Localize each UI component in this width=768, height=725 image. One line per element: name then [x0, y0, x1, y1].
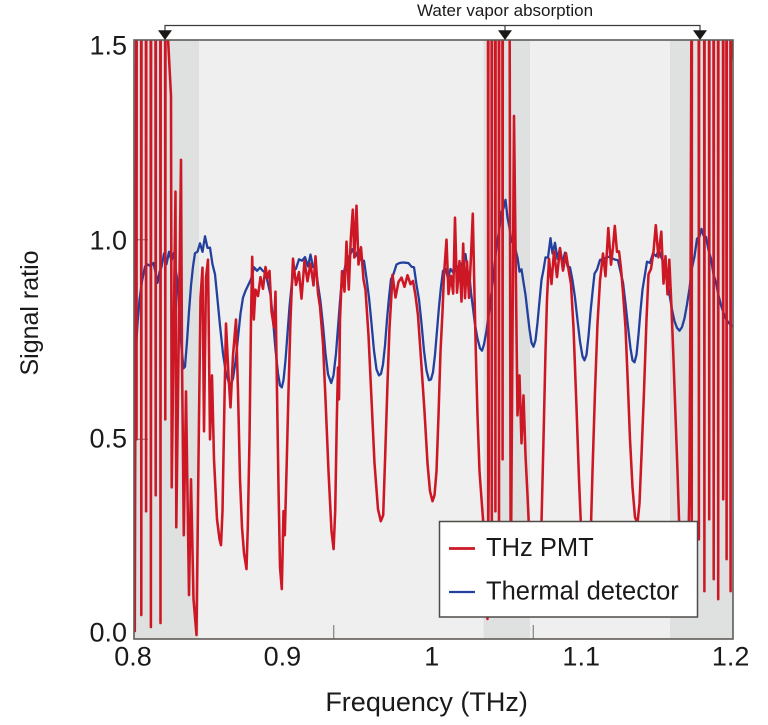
svg-text:0.5: 0.5: [89, 424, 127, 454]
svg-text:0.9: 0.9: [264, 642, 302, 672]
svg-text:1.5: 1.5: [89, 31, 127, 61]
svg-text:1: 1: [424, 642, 439, 672]
svg-text:Signal ratio: Signal ratio: [16, 250, 44, 375]
svg-text:Thermal detector: Thermal detector: [486, 578, 679, 606]
svg-text:0.8: 0.8: [114, 642, 152, 672]
svg-text:Water vapor absorption: Water vapor absorption: [417, 1, 593, 20]
svg-text:1.2: 1.2: [712, 642, 750, 672]
svg-text:THz PMT: THz PMT: [486, 534, 594, 562]
svg-text:Frequency (THz): Frequency (THz): [325, 687, 528, 717]
svg-text:1.1: 1.1: [562, 642, 600, 672]
svg-text:1.0: 1.0: [89, 226, 127, 256]
svg-text:0.0: 0.0: [89, 618, 127, 648]
